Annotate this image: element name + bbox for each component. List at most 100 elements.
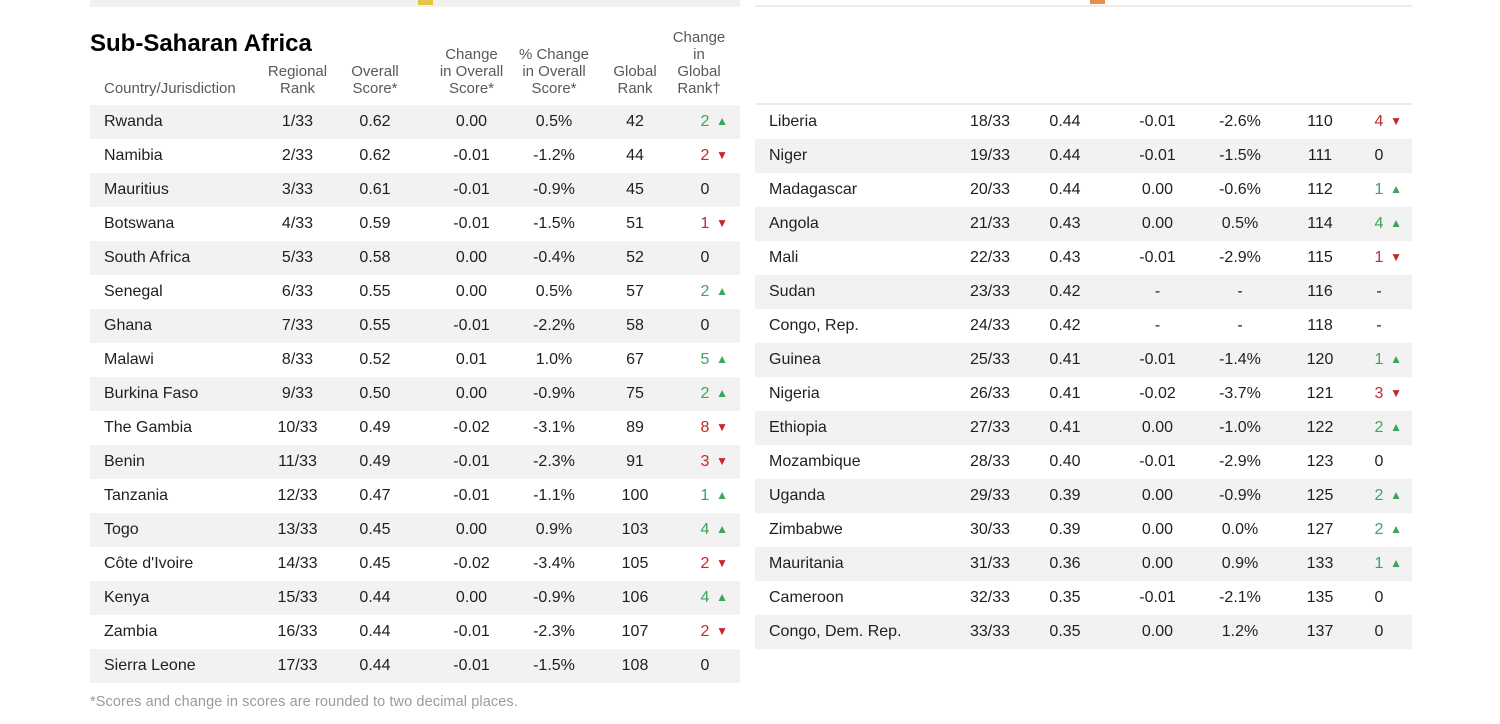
table-row: Tanzania 12/33 0.47 -0.01 -1.1% 100 1 ▲ [90, 479, 740, 513]
change-overall-score: -0.01 [453, 623, 490, 640]
table-top-rule [755, 103, 1412, 105]
overall-score: 0.45 [359, 555, 391, 572]
country-name: Guinea [769, 351, 821, 368]
change-global-rank: 2 ▼ [670, 555, 740, 573]
change-global-rank: 4 ▲ [1355, 215, 1412, 233]
pct-change-overall-score: 1.2% [1221, 623, 1259, 640]
country-name: Madagascar [769, 181, 858, 198]
table-row: Uganda 29/33 0.39 0.00 -0.9% 125 2 ▲ [755, 479, 1412, 513]
rank-up-triangle-icon: ▲ [716, 352, 728, 366]
table-row: Cameroon 32/33 0.35 -0.01 -2.1% 135 0 [755, 581, 1412, 615]
country-name: Senegal [104, 283, 163, 300]
rank-up-triangle-icon: ▲ [716, 488, 728, 502]
pct-change-overall-score: 1.0% [535, 351, 573, 368]
rank-up-triangle-icon: ▲ [1390, 352, 1402, 366]
country-name: Malawi [104, 351, 154, 368]
overall-score: 0.61 [359, 181, 391, 198]
regional-rank: 13/33 [277, 521, 318, 538]
global-rank: 110 [1307, 113, 1333, 130]
global-rank: 122 [1306, 419, 1334, 436]
overall-score: 0.36 [1049, 555, 1081, 572]
regional-rank: 6/33 [281, 283, 314, 300]
change-global-rank: 3 ▼ [1355, 385, 1412, 403]
overall-score: 0.41 [1049, 351, 1081, 368]
change-overall-score: 0.00 [1141, 419, 1174, 436]
table-row: Mauritius 3/33 0.61 -0.01 -0.9% 45 0 [90, 173, 740, 207]
global-rank: 118 [1307, 317, 1333, 334]
country-name: Tanzania [104, 487, 169, 504]
overall-score: 0.49 [359, 453, 391, 470]
country-name: Nigeria [769, 385, 820, 402]
overall-score: 0.44 [359, 623, 391, 640]
pct-change-overall-score: 0.5% [535, 113, 573, 130]
change-global-rank-value: 0 [700, 249, 710, 266]
cutoff-row-right [755, 0, 1412, 7]
table-row: Congo, Dem. Rep. 33/33 0.35 0.00 1.2% 137 0 [755, 615, 1412, 649]
header-bar-spacer [410, 97, 435, 100]
country-name: Namibia [104, 147, 163, 164]
table-row: Zambia 16/33 0.44 -0.01 -2.3% 107 2 ▼ [90, 615, 740, 649]
regional-rank: 7/33 [281, 317, 314, 334]
change-global-rank: 0 [1355, 147, 1412, 165]
overall-score: 0.44 [359, 589, 391, 606]
regional-rank: 9/33 [281, 385, 314, 402]
header-change-overall: Change in Overall Score* [439, 46, 504, 97]
global-rank: 57 [626, 283, 644, 300]
overall-score: 0.44 [1049, 147, 1081, 164]
change-global-rank-value: 2 [700, 623, 710, 640]
rank-down-triangle-icon: ▼ [716, 454, 728, 468]
pct-change-overall-score: -2.9% [1219, 453, 1261, 470]
change-overall-score: -0.01 [1139, 147, 1176, 164]
pct-change-overall-score: 0.9% [535, 521, 573, 538]
country-name: Togo [104, 521, 139, 538]
regional-rank: 10/33 [277, 419, 318, 436]
change-overall-score: -0.01 [453, 487, 490, 504]
rank-up-triangle-icon: ▲ [1390, 420, 1402, 434]
overall-score: 0.35 [1049, 589, 1081, 606]
pct-change-overall-score: -0.9% [533, 589, 575, 606]
change-global-rank: 2 ▼ [670, 147, 740, 165]
country-name: Mali [769, 249, 799, 266]
regional-rank: 3/33 [281, 181, 314, 198]
rank-down-triangle-icon: ▼ [1390, 386, 1402, 400]
country-name: Congo, Rep. [769, 317, 859, 334]
country-name: South Africa [104, 249, 191, 266]
regional-rank: 19/33 [969, 147, 1011, 164]
table-row: Burkina Faso 9/33 0.50 0.00 -0.9% 75 2 ▲ [90, 377, 740, 411]
rank-down-triangle-icon: ▼ [716, 556, 728, 570]
overall-score: 0.41 [1049, 419, 1081, 436]
country-name: Zimbabwe [769, 521, 843, 538]
change-overall-score: - [1154, 283, 1161, 300]
change-global-rank-value: 4 [1374, 113, 1384, 130]
table-row: Mali 22/33 0.43 -0.01 -2.9% 115 1 ▼ [755, 241, 1412, 275]
rank-down-triangle-icon: ▼ [716, 148, 728, 162]
regional-rank: 11/33 [278, 453, 317, 470]
regional-rank: 1/33 [281, 113, 314, 130]
score-color-swatch [418, 0, 433, 5]
change-global-rank: - [1355, 283, 1412, 301]
change-global-rank-value: - [1376, 283, 1382, 300]
table-row: Ethiopia 27/33 0.41 0.00 -1.0% 122 2 ▲ [755, 411, 1412, 445]
change-overall-score: 0.00 [455, 385, 488, 402]
change-overall-score: -0.01 [453, 147, 490, 164]
country-name: Angola [769, 215, 819, 232]
change-global-rank: 1 ▲ [1355, 555, 1412, 573]
table-row: Ghana 7/33 0.55 -0.01 -2.2% 58 0 [90, 309, 740, 343]
change-global-rank: 0 [1355, 453, 1412, 471]
change-global-rank: 2 ▲ [1355, 487, 1412, 505]
pct-change-overall-score: 0.9% [1221, 555, 1259, 572]
change-global-rank-value: 2 [1374, 419, 1384, 436]
table-row: Angola 21/33 0.43 0.00 0.5% 114 4 ▲ [755, 207, 1412, 241]
change-global-rank: 0 [1355, 589, 1412, 607]
country-name: Mozambique [769, 453, 861, 470]
global-rank: 114 [1307, 215, 1333, 232]
change-global-rank: 0 [670, 249, 740, 267]
rank-up-triangle-icon: ▲ [1390, 522, 1402, 536]
change-overall-score: -0.01 [1139, 351, 1176, 368]
country-name: Benin [104, 453, 145, 470]
change-global-rank-value: 4 [700, 589, 710, 606]
regional-rank: 27/33 [969, 419, 1011, 436]
overall-score: 0.49 [359, 419, 391, 436]
table-row: Côte d'Ivoire 14/33 0.45 -0.02 -3.4% 105 2 ▼ [90, 547, 740, 581]
table-row: Niger 19/33 0.44 -0.01 -1.5% 111 0 [755, 139, 1412, 173]
